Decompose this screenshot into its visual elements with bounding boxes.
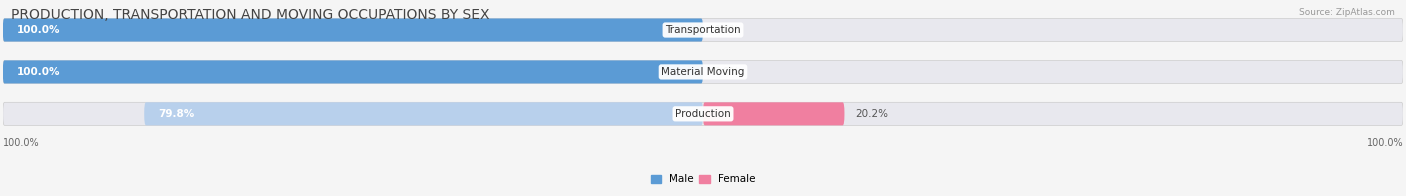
FancyBboxPatch shape xyxy=(3,18,1403,42)
Text: Material Moving: Material Moving xyxy=(661,67,745,77)
Text: PRODUCTION, TRANSPORTATION AND MOVING OCCUPATIONS BY SEX: PRODUCTION, TRANSPORTATION AND MOVING OC… xyxy=(11,8,489,22)
Text: 20.2%: 20.2% xyxy=(855,109,889,119)
FancyBboxPatch shape xyxy=(145,102,703,125)
FancyBboxPatch shape xyxy=(3,60,1403,83)
Legend: Male, Female: Male, Female xyxy=(647,170,759,188)
Text: Transportation: Transportation xyxy=(665,25,741,35)
FancyBboxPatch shape xyxy=(3,60,703,83)
Text: 100.0%: 100.0% xyxy=(1367,138,1403,148)
Text: 100.0%: 100.0% xyxy=(3,138,39,148)
Text: Source: ZipAtlas.com: Source: ZipAtlas.com xyxy=(1299,8,1395,17)
Text: 0.0%: 0.0% xyxy=(713,67,740,77)
FancyBboxPatch shape xyxy=(703,102,845,125)
Text: Production: Production xyxy=(675,109,731,119)
FancyBboxPatch shape xyxy=(3,18,703,42)
Text: 100.0%: 100.0% xyxy=(17,67,60,77)
Text: 79.8%: 79.8% xyxy=(159,109,194,119)
FancyBboxPatch shape xyxy=(3,102,1403,125)
Text: 100.0%: 100.0% xyxy=(17,25,60,35)
Text: 0.0%: 0.0% xyxy=(713,25,740,35)
